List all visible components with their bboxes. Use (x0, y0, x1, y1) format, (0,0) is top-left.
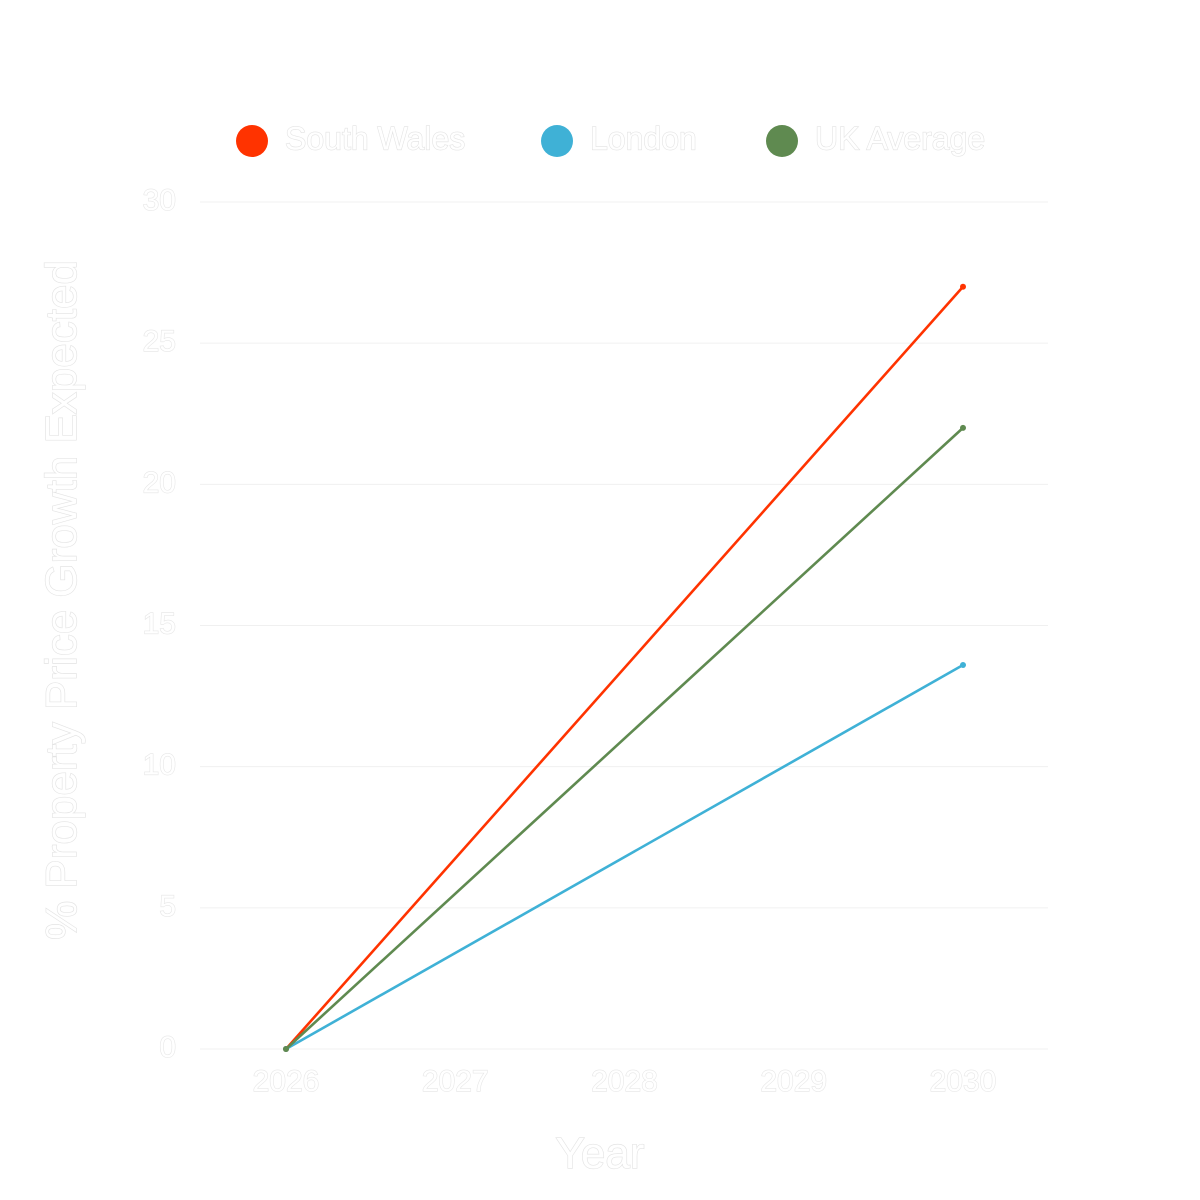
y-tick-label: 5 (159, 890, 176, 923)
x-tick-label: 2027 (422, 1065, 489, 1098)
x-tick-label: 2029 (760, 1065, 827, 1098)
legend-item: South Wales (236, 120, 466, 157)
y-axis-ticks: 0 5 10 15 20 25 30 (142, 183, 177, 1064)
y-axis-title: % Property Price Growth Expected (37, 260, 86, 940)
legend-swatch (766, 125, 798, 157)
x-tick-label: 2026 (253, 1065, 320, 1098)
series-line (285, 285, 964, 1050)
legend: South Wales London UK Average (236, 120, 986, 157)
y-tick-label: 0 (159, 1031, 176, 1064)
data-point (283, 1046, 289, 1052)
series-london (283, 662, 966, 1052)
series-line (285, 426, 964, 1050)
legend-label: South Wales (285, 120, 465, 156)
legend-label: UK Average (815, 120, 985, 156)
y-tick-label: 25 (143, 325, 176, 358)
data-point (960, 424, 966, 431)
legend-swatch (541, 125, 573, 157)
legend-swatch (236, 125, 268, 157)
series-south-wales (283, 283, 966, 1052)
data-point (960, 283, 966, 290)
x-tick-label: 2028 (591, 1065, 658, 1098)
series-line (285, 663, 964, 1051)
x-axis-ticks: 2026 2027 2028 2029 2030 (252, 1064, 997, 1098)
y-tick-label: 30 (143, 184, 176, 217)
y-tick-label: 15 (143, 607, 176, 640)
y-gridlines (200, 201, 1048, 1050)
legend-label: London (590, 120, 697, 156)
y-tick-label: 10 (143, 749, 176, 782)
series-lines (283, 283, 966, 1052)
x-axis-title: Year (556, 1129, 645, 1178)
data-point (960, 662, 966, 669)
legend-item: London (541, 120, 697, 157)
x-tick-label: 2030 (930, 1065, 997, 1098)
series-uk-average (283, 424, 966, 1052)
legend-item: UK Average (766, 120, 986, 157)
y-tick-label: 20 (143, 466, 176, 499)
